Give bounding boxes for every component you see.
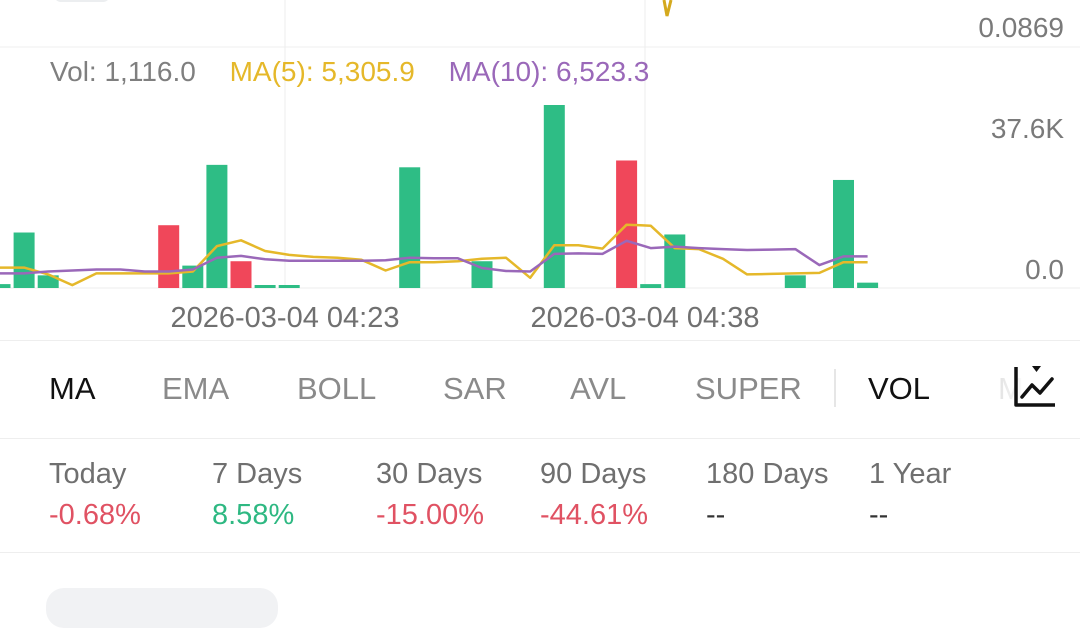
y-tick-label: 37.6K	[991, 113, 1064, 144]
volume-legend: Vol: 1,116.0 MA(5): 5,305.9 MA(10): 6,52…	[50, 56, 675, 88]
perf-value: --	[706, 499, 726, 531]
perf-value: -0.68%	[49, 499, 141, 531]
perf-180-days: 180 Days --	[706, 458, 829, 532]
ma10-line	[0, 239, 868, 275]
perf-label: 90 Days	[540, 458, 647, 490]
volume-bar	[640, 284, 662, 288]
volume-bar	[543, 105, 565, 288]
price-line-tail	[662, 0, 673, 17]
perf-label: Today	[49, 458, 127, 490]
tab-super[interactable]: SUPER	[695, 371, 802, 406]
volume-bar	[254, 285, 276, 288]
perf-30-days: 30 Days -15.00%	[376, 458, 484, 532]
volume-bar	[158, 225, 180, 288]
volume-bar	[13, 232, 35, 288]
perf-value: -44.61%	[540, 499, 649, 531]
volume-chart[interactable]: 37.6K 0.0 2026-03-04 04:23 2026-03-04 04:38	[0, 48, 1080, 338]
x-tick-label: 2026-03-04 04:38	[531, 302, 760, 334]
price-chart-bottom-edge: 0.0869	[0, 0, 1080, 48]
volume-bar	[230, 261, 252, 288]
tab-sar[interactable]: SAR	[443, 371, 507, 406]
price-axis-label: 0.0869	[978, 12, 1064, 43]
legend-ma10: MA(10): 6,523.3	[448, 56, 650, 87]
tab-vol[interactable]: VOL	[868, 371, 931, 406]
indicator-tab-bar: MA EMA BOLL SAR AVL SUPER VOL M	[0, 340, 1080, 439]
volume-bar	[399, 167, 421, 288]
line-chart-settings-icon[interactable]	[1012, 363, 1058, 409]
performance-stats: Today -0.68% 7 Days 8.58% 30 Days -15.00…	[0, 438, 1080, 553]
legend-ma5: MA(5): 5,305.9	[229, 56, 415, 87]
volume-chart-canvas[interactable]: 37.6K 0.0 2026-03-04 04:23 2026-03-04 04:38	[0, 48, 1080, 338]
price-chart-control-pill[interactable]	[54, 0, 110, 2]
perf-1-year: 1 Year --	[869, 458, 951, 532]
ma5-line	[0, 223, 868, 287]
volume-bar	[784, 275, 806, 288]
perf-value: --	[869, 499, 889, 531]
volume-bar	[278, 285, 300, 288]
perf-label: 7 Days	[212, 458, 303, 490]
volume-bar	[833, 179, 854, 288]
bottom-control-pill[interactable]	[46, 588, 278, 628]
legend-vol: Vol: 1,116.0	[50, 56, 196, 87]
x-tick-label: 2026-03-04 04:23	[171, 302, 400, 334]
tab-ma[interactable]: MA	[49, 371, 96, 406]
volume-bar	[37, 275, 59, 288]
volume-bar	[0, 284, 11, 288]
price-chart-gridlines	[0, 0, 1080, 48]
perf-7-days: 7 Days 8.58%	[212, 458, 302, 532]
tab-avl[interactable]: AVL	[570, 371, 627, 406]
perf-value: -15.00%	[376, 499, 485, 531]
volume-bar	[857, 282, 879, 288]
tab-boll[interactable]: BOLL	[297, 371, 377, 406]
perf-90-days: 90 Days -44.61%	[540, 458, 648, 532]
tab-scroll-fade	[990, 361, 1080, 421]
perf-today: Today -0.68%	[49, 458, 141, 532]
perf-label: 1 Year	[869, 458, 952, 490]
tab-divider	[834, 369, 836, 407]
perf-label: 30 Days	[376, 458, 483, 490]
y-tick-label: 0.0	[1025, 254, 1064, 285]
perf-value: 8.58%	[212, 499, 295, 531]
volume-bar	[206, 164, 228, 288]
tab-ema[interactable]: EMA	[162, 371, 230, 406]
perf-label: 180 Days	[706, 458, 829, 490]
